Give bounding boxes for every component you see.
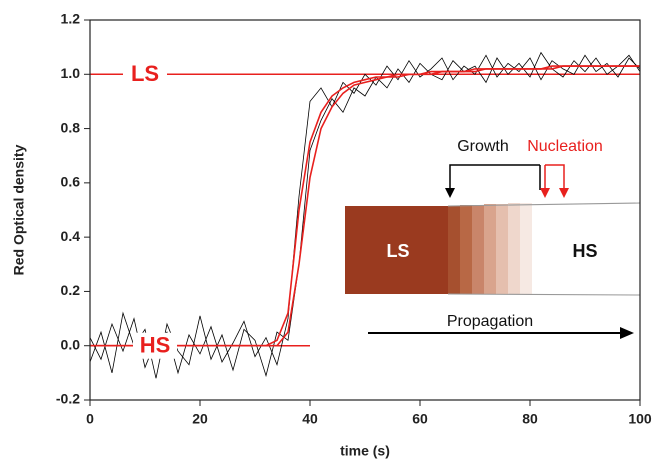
y-tick-label: 0.8 [61, 119, 81, 135]
inset-hs-label: HS [572, 241, 597, 261]
series-line [90, 65, 640, 347]
ls-block [345, 206, 448, 294]
y-tick-label: 0.6 [61, 174, 81, 190]
y-tick-label: 0.0 [61, 336, 81, 352]
x-tick-label: 20 [192, 411, 208, 427]
y-tick-label: 1.2 [61, 11, 81, 27]
stripe [520, 203, 532, 294]
arrowhead [620, 327, 634, 339]
inset-diagram: Growth Nucleation LS HS Propagation [345, 138, 641, 339]
arrowhead [445, 188, 455, 198]
x-tick-label: 80 [522, 411, 538, 427]
x-tick-label: 60 [412, 411, 428, 427]
stripe [484, 204, 496, 294]
stripe [472, 205, 484, 294]
label-bg [123, 61, 167, 88]
arrowhead [559, 188, 569, 198]
border [447, 202, 641, 207]
x-axis-label: time (s) [340, 443, 390, 459]
x-tick-label: 100 [628, 411, 652, 427]
label-bg [133, 332, 177, 359]
series-line [90, 65, 640, 347]
border [447, 293, 641, 296]
y-tick-label: 1.0 [61, 65, 81, 81]
growth-arrow [449, 164, 540, 192]
stripe [496, 204, 508, 294]
y-axis-label: Red Optical density [11, 144, 27, 275]
reference-label: HS [140, 333, 171, 358]
x-tick-label: 40 [302, 411, 318, 427]
plot-frame [89, 19, 641, 401]
stripe [508, 203, 520, 294]
x-tick-label: 0 [86, 411, 94, 427]
nucleation-label: Nucleation [527, 138, 603, 155]
nucleation-arrow [545, 164, 565, 190]
stripe [448, 206, 460, 294]
propagation-label: Propagation [447, 313, 533, 330]
growth-label: Growth [457, 138, 509, 155]
y-tick-label: 0.2 [61, 282, 81, 298]
stripe [460, 205, 472, 294]
inset-ls-label: LS [386, 241, 409, 261]
y-tick-label: 0.4 [61, 228, 81, 244]
series-line [89, 51, 641, 379]
arrowhead [540, 188, 550, 198]
y-tick-label: -0.2 [56, 391, 80, 407]
reference-label: LS [131, 61, 159, 86]
